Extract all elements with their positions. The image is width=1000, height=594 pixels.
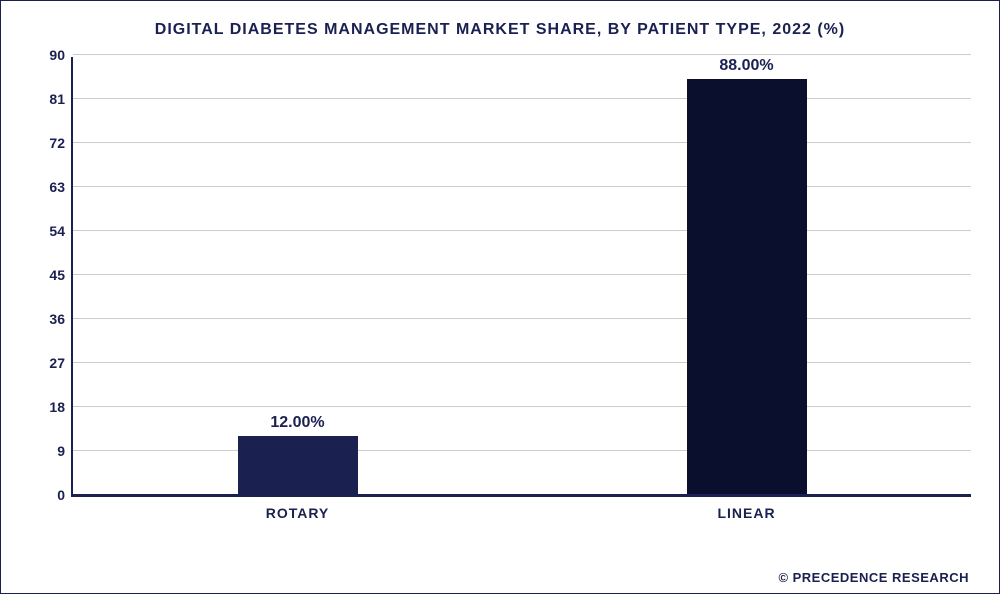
bar-value-label: 88.00% [719, 57, 773, 75]
chart-container: DIGITAL DIABETES MANAGEMENT MARKET SHARE… [0, 0, 1000, 594]
y-tick-label: 9 [57, 443, 73, 459]
bar [238, 436, 358, 495]
y-tick-label: 72 [49, 135, 73, 151]
bars-group: 12.00%ROTARY88.00%LINEAR [73, 57, 971, 495]
y-tick-label: 54 [49, 223, 73, 239]
x-tick-label: ROTARY [266, 495, 330, 521]
x-axis-line [73, 494, 971, 496]
y-tick-label: 36 [49, 311, 73, 327]
bar-slot: 12.00%ROTARY [73, 57, 522, 495]
plot-area: 09182736455463728190 12.00%ROTARY88.00%L… [71, 57, 971, 497]
attribution-text: © PRECEDENCE RESEARCH [778, 570, 969, 585]
y-tick-label: 27 [49, 355, 73, 371]
grid-line [73, 54, 971, 55]
y-tick-label: 81 [49, 91, 73, 107]
bar [687, 79, 807, 495]
y-tick-label: 0 [57, 487, 73, 503]
y-tick-label: 63 [49, 179, 73, 195]
bar-value-label: 12.00% [270, 414, 324, 432]
y-tick-label: 90 [49, 47, 73, 63]
chart-title: DIGITAL DIABETES MANAGEMENT MARKET SHARE… [31, 21, 969, 39]
y-tick-label: 18 [49, 399, 73, 415]
bar-slot: 88.00%LINEAR [522, 57, 971, 495]
y-tick-label: 45 [49, 267, 73, 283]
x-tick-label: LINEAR [717, 495, 775, 521]
